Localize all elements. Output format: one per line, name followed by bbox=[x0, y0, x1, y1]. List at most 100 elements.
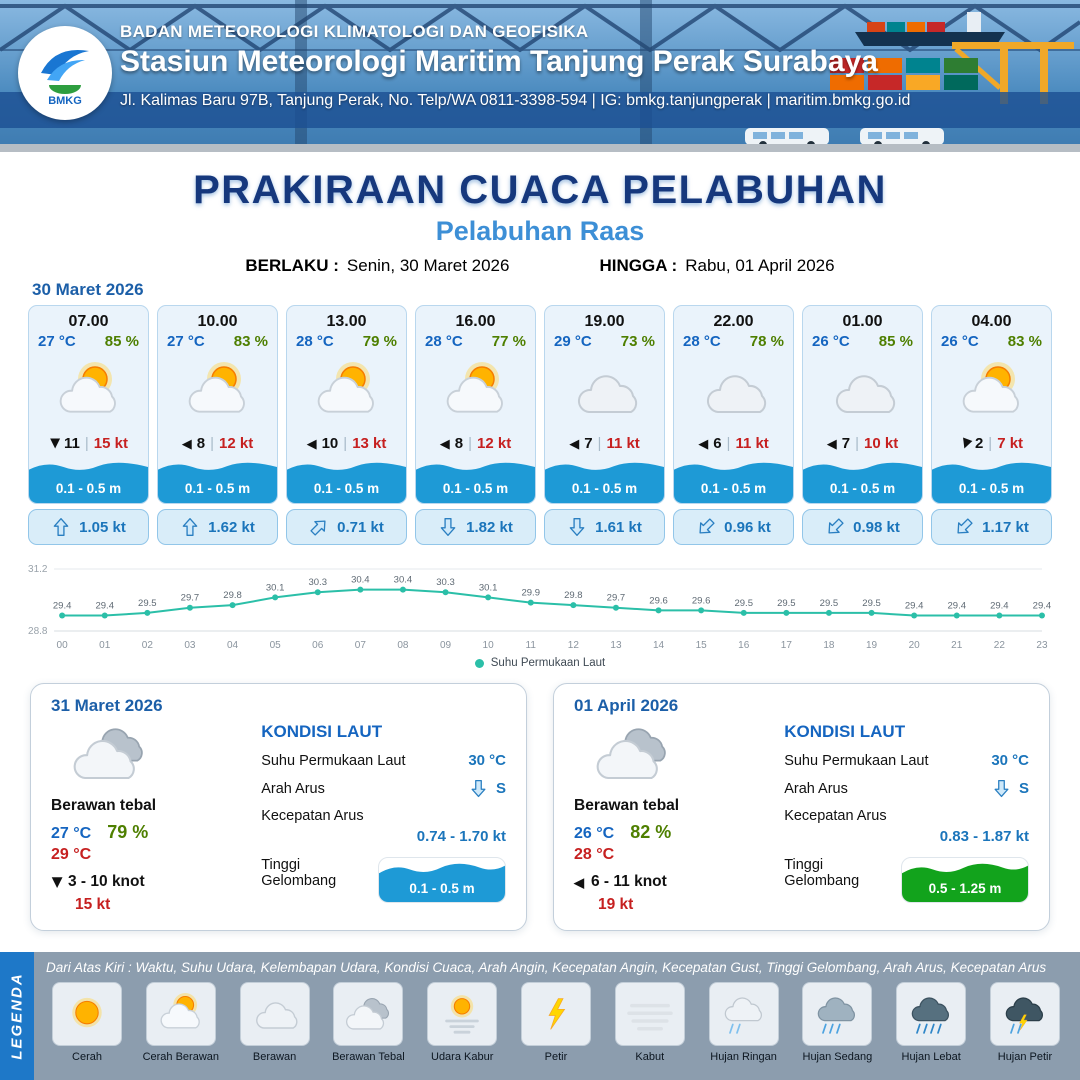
berawan-tebal-icon bbox=[584, 718, 774, 795]
temp-min: 27 °C bbox=[51, 825, 92, 842]
svg-text:29.7: 29.7 bbox=[607, 593, 626, 604]
wind-row: ◀ 8 | 12 kt bbox=[158, 434, 277, 459]
series-label: Suhu Permukaan Laut bbox=[490, 657, 606, 669]
humidity: 83 % bbox=[1007, 333, 1042, 350]
svg-text:29.4: 29.4 bbox=[53, 601, 72, 612]
legend-item: Hujan Ringan bbox=[703, 982, 785, 1063]
gust-speed: 7 kt bbox=[997, 435, 1024, 452]
cerah-berawan-icon bbox=[29, 350, 148, 434]
daily-body: Berawan tebal 27 °C 79 % 29 °C ◀ 3 - 10 … bbox=[49, 718, 506, 914]
cerah-icon bbox=[52, 982, 122, 1046]
air-temperature: 28 °C bbox=[425, 333, 463, 350]
station-name: Stasiun Meteorologi Maritim Tanjung Pera… bbox=[120, 45, 878, 78]
svg-text:29.6: 29.6 bbox=[692, 595, 711, 606]
hourly-forecast-card: 04.00 26 °C 83 % ◀ 2 | 7 kt 0.1 - 0.5 m 1.17 kt bbox=[931, 305, 1052, 545]
current-speed-value: 0.74 - 1.70 kt bbox=[416, 828, 506, 845]
forecast-time: 13.00 bbox=[326, 313, 367, 330]
wind-row: ◀ 6 | 11 kt bbox=[674, 434, 793, 459]
cerah-berawan-icon bbox=[287, 350, 406, 434]
wave-height-band: 0.1 - 0.5 m bbox=[674, 459, 793, 503]
daily-weather-summary: Berawan tebal 26 °C 82 % 28 °C ◀ 6 - 11 … bbox=[574, 718, 774, 914]
hourly-card-body: 01.00 26 °C 85 % ◀ 7 | 10 kt 0.1 - 0.5 m bbox=[802, 305, 923, 504]
wave-height-value: 0.1 - 0.5 m bbox=[409, 881, 475, 896]
berawan-icon bbox=[545, 350, 664, 434]
hourly-card-body: 04.00 26 °C 83 % ◀ 2 | 7 kt 0.1 - 0.5 m bbox=[931, 305, 1052, 504]
current-direction-label: Arah Arus bbox=[784, 780, 848, 797]
svg-text:29.4: 29.4 bbox=[990, 601, 1009, 612]
cerah-berawan-icon bbox=[416, 350, 535, 434]
wave-height-band: 0.1 - 0.5 m bbox=[29, 459, 148, 503]
current-direction-arrow bbox=[699, 518, 715, 534]
sea-conditions-heading: KONDISI LAUT bbox=[784, 722, 906, 741]
current-direction-arrow bbox=[569, 518, 585, 536]
svg-text:03: 03 bbox=[184, 640, 196, 651]
legend-item-label: Petir bbox=[544, 1051, 568, 1063]
bmkg-logo-icon: BMKG bbox=[27, 35, 103, 111]
temp-min: 26 °C bbox=[574, 825, 615, 842]
humidity: 73 % bbox=[620, 333, 655, 350]
wind-row: ◀ 6 - 11 knot bbox=[574, 873, 774, 891]
air-temperature: 28 °C bbox=[683, 333, 721, 350]
hourly-forecast-card: 16.00 28 °C 77 % ◀ 8 | 12 kt 0.1 - 0.5 m 1.82 kt bbox=[415, 305, 536, 545]
wave-height-band: 0.1 - 0.5 m bbox=[803, 459, 922, 503]
port-name: Pelabuhan Raas bbox=[435, 216, 645, 246]
hourly-forecast-card: 07.00 27 °C 85 % ◀ 11 | 15 kt 0.1 - 0.5 m 1.05 k… bbox=[28, 305, 149, 545]
divider: | bbox=[84, 435, 89, 452]
berawan-tebal-icon bbox=[333, 982, 404, 1046]
wind-direction-arrow: ◀ bbox=[306, 436, 317, 451]
hourly-forecast-card: 01.00 26 °C 85 % ◀ 7 | 10 kt 0.1 - 0.5 m 0.98 kt bbox=[802, 305, 923, 545]
wind-range: 3 - 10 knot bbox=[68, 873, 145, 890]
hourly-card-body: 22.00 28 °C 78 % ◀ 6 | 11 kt 0.1 - 0.5 m bbox=[673, 305, 794, 504]
hujan-sedang-icon bbox=[802, 982, 873, 1046]
svg-text:29.5: 29.5 bbox=[734, 598, 753, 609]
hujan-lebat-icon bbox=[896, 982, 967, 1046]
legend-item: Petir bbox=[515, 982, 597, 1063]
svg-text:05: 05 bbox=[270, 640, 282, 651]
wind-speed: 10 bbox=[321, 435, 339, 452]
hourly-card-body: 10.00 27 °C 83 % ◀ 8 | 12 kt 0.1 - 0.5 m bbox=[157, 305, 278, 504]
current-direction-arrow bbox=[957, 518, 973, 534]
current-direction-arrow bbox=[182, 518, 198, 536]
forecast-time: 22.00 bbox=[713, 313, 754, 330]
current-direction-arrow bbox=[471, 779, 486, 798]
daily-forecast-card: 31 Maret 2026 Berawan tebal 27 °C 79 % 2… bbox=[30, 683, 527, 931]
wind-row: ◀ 10 | 13 kt bbox=[287, 434, 406, 459]
wave-height-band: 0.1 - 0.5 m bbox=[416, 459, 535, 503]
air-temperature: 26 °C bbox=[941, 333, 979, 350]
svg-text:29.8: 29.8 bbox=[564, 590, 583, 601]
legend-item: Hujan Petir bbox=[984, 982, 1066, 1063]
svg-text:30.4: 30.4 bbox=[394, 575, 413, 586]
current-speed-box: 1.82 kt bbox=[415, 509, 536, 545]
air-temperature: 28 °C bbox=[296, 333, 334, 350]
divider: | bbox=[210, 435, 215, 452]
current-direction-arrow bbox=[994, 779, 1009, 798]
humidity: 82 % bbox=[630, 822, 672, 842]
svg-text:29.9: 29.9 bbox=[521, 588, 540, 599]
wave-height-value: 0.1 - 0.5 m bbox=[958, 481, 1025, 496]
hourly-card-body: 16.00 28 °C 77 % ◀ 8 | 12 kt 0.1 - 0.5 m bbox=[415, 305, 536, 504]
sea-conditions: KONDISI LAUT Suhu Permukaan Laut 30 °C A… bbox=[251, 718, 506, 914]
wind-speed: 2 bbox=[974, 435, 984, 452]
svg-text:29.4: 29.4 bbox=[1033, 601, 1052, 612]
current-direction-label: Arah Arus bbox=[261, 780, 325, 797]
gust-speed: 12 kt bbox=[477, 435, 512, 452]
validity-row: BERLAKU : Senin, 30 Maret 2026 HINGGA : Ra… bbox=[0, 256, 1080, 276]
hourly-card-body: 07.00 27 °C 85 % ◀ 11 | 15 kt 0.1 - 0.5 m bbox=[28, 305, 149, 504]
wind-speed: 7 bbox=[584, 435, 593, 452]
svg-text:28.8: 28.8 bbox=[28, 626, 48, 637]
divider: | bbox=[597, 435, 602, 452]
hourly-forecast-card: 10.00 27 °C 83 % ◀ 8 | 12 kt 0.1 - 0.5 m 1.62 kt bbox=[157, 305, 278, 545]
svg-text:29.5: 29.5 bbox=[777, 598, 796, 609]
svg-text:08: 08 bbox=[397, 640, 409, 651]
svg-text:29.8: 29.8 bbox=[223, 590, 242, 601]
hourly-forecast-section: 30 Maret 2026 07.00 27 °C 85 % ◀ 11 | 15 kt 0.1… bbox=[28, 280, 1052, 545]
svg-text:30.3: 30.3 bbox=[308, 577, 327, 588]
header-text: BADAN METEOROLOGI KLIMATOLOGI DAN GEOFIS… bbox=[120, 22, 1064, 110]
current-speed-label: Kecepatan Arus bbox=[784, 808, 887, 824]
svg-text:14: 14 bbox=[653, 640, 665, 651]
legend-section: LEGENDA Dari Atas Kiri : Waktu, Suhu Uda… bbox=[0, 952, 1080, 1080]
agency-name: BADAN METEOROLOGI KLIMATOLOGI DAN GEOFIS… bbox=[120, 22, 589, 41]
svg-text:29.4: 29.4 bbox=[905, 601, 924, 612]
wave-height-band: 0.1 - 0.5 m bbox=[287, 459, 406, 503]
